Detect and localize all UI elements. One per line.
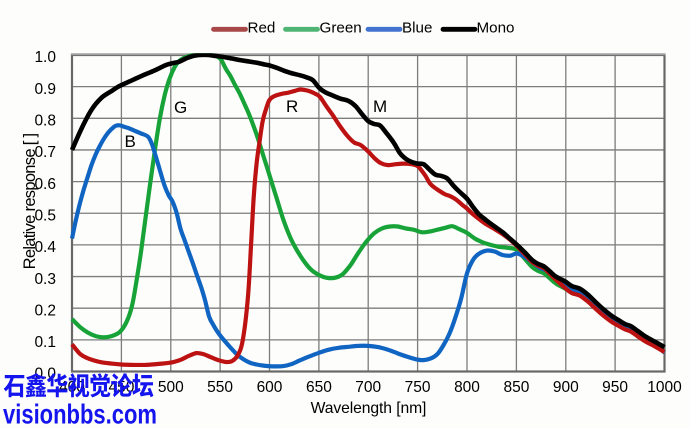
svg-text:700: 700: [355, 379, 381, 396]
svg-text:950: 950: [602, 379, 628, 396]
svg-text:visionbbs.com: visionbbs.com: [3, 399, 157, 428]
svg-text:0.6: 0.6: [34, 176, 56, 193]
svg-text:850: 850: [503, 379, 529, 396]
svg-text:800: 800: [454, 379, 480, 396]
svg-text:650: 650: [306, 379, 332, 396]
svg-text:0.5: 0.5: [34, 207, 56, 224]
svg-text:600: 600: [257, 379, 283, 396]
svg-text:0.4: 0.4: [34, 239, 56, 256]
svg-text:Red: Red: [248, 19, 276, 36]
svg-text:Wavelength [nm]: Wavelength [nm]: [311, 400, 427, 417]
svg-text:900: 900: [553, 379, 579, 396]
svg-text:B: B: [125, 132, 136, 151]
svg-text:Green: Green: [320, 19, 362, 36]
svg-text:Relative response [ ]: Relative response [ ]: [21, 134, 39, 270]
svg-text:G: G: [174, 98, 187, 117]
svg-text:550: 550: [207, 379, 233, 396]
svg-text:Blue: Blue: [402, 19, 432, 36]
svg-text:0.2: 0.2: [34, 302, 56, 319]
svg-text:0.1: 0.1: [34, 334, 56, 351]
svg-text:R: R: [286, 97, 298, 116]
svg-text:M: M: [373, 97, 387, 116]
svg-text:0.3: 0.3: [34, 271, 56, 288]
svg-text:Mono: Mono: [477, 19, 515, 36]
svg-text:750: 750: [405, 379, 431, 396]
svg-text:500: 500: [158, 379, 184, 396]
svg-text:1000: 1000: [647, 379, 682, 396]
svg-text:0.8: 0.8: [34, 113, 56, 130]
svg-text:0.9: 0.9: [34, 81, 56, 98]
svg-text:0.7: 0.7: [34, 144, 56, 161]
svg-text:1.0: 1.0: [34, 49, 56, 66]
